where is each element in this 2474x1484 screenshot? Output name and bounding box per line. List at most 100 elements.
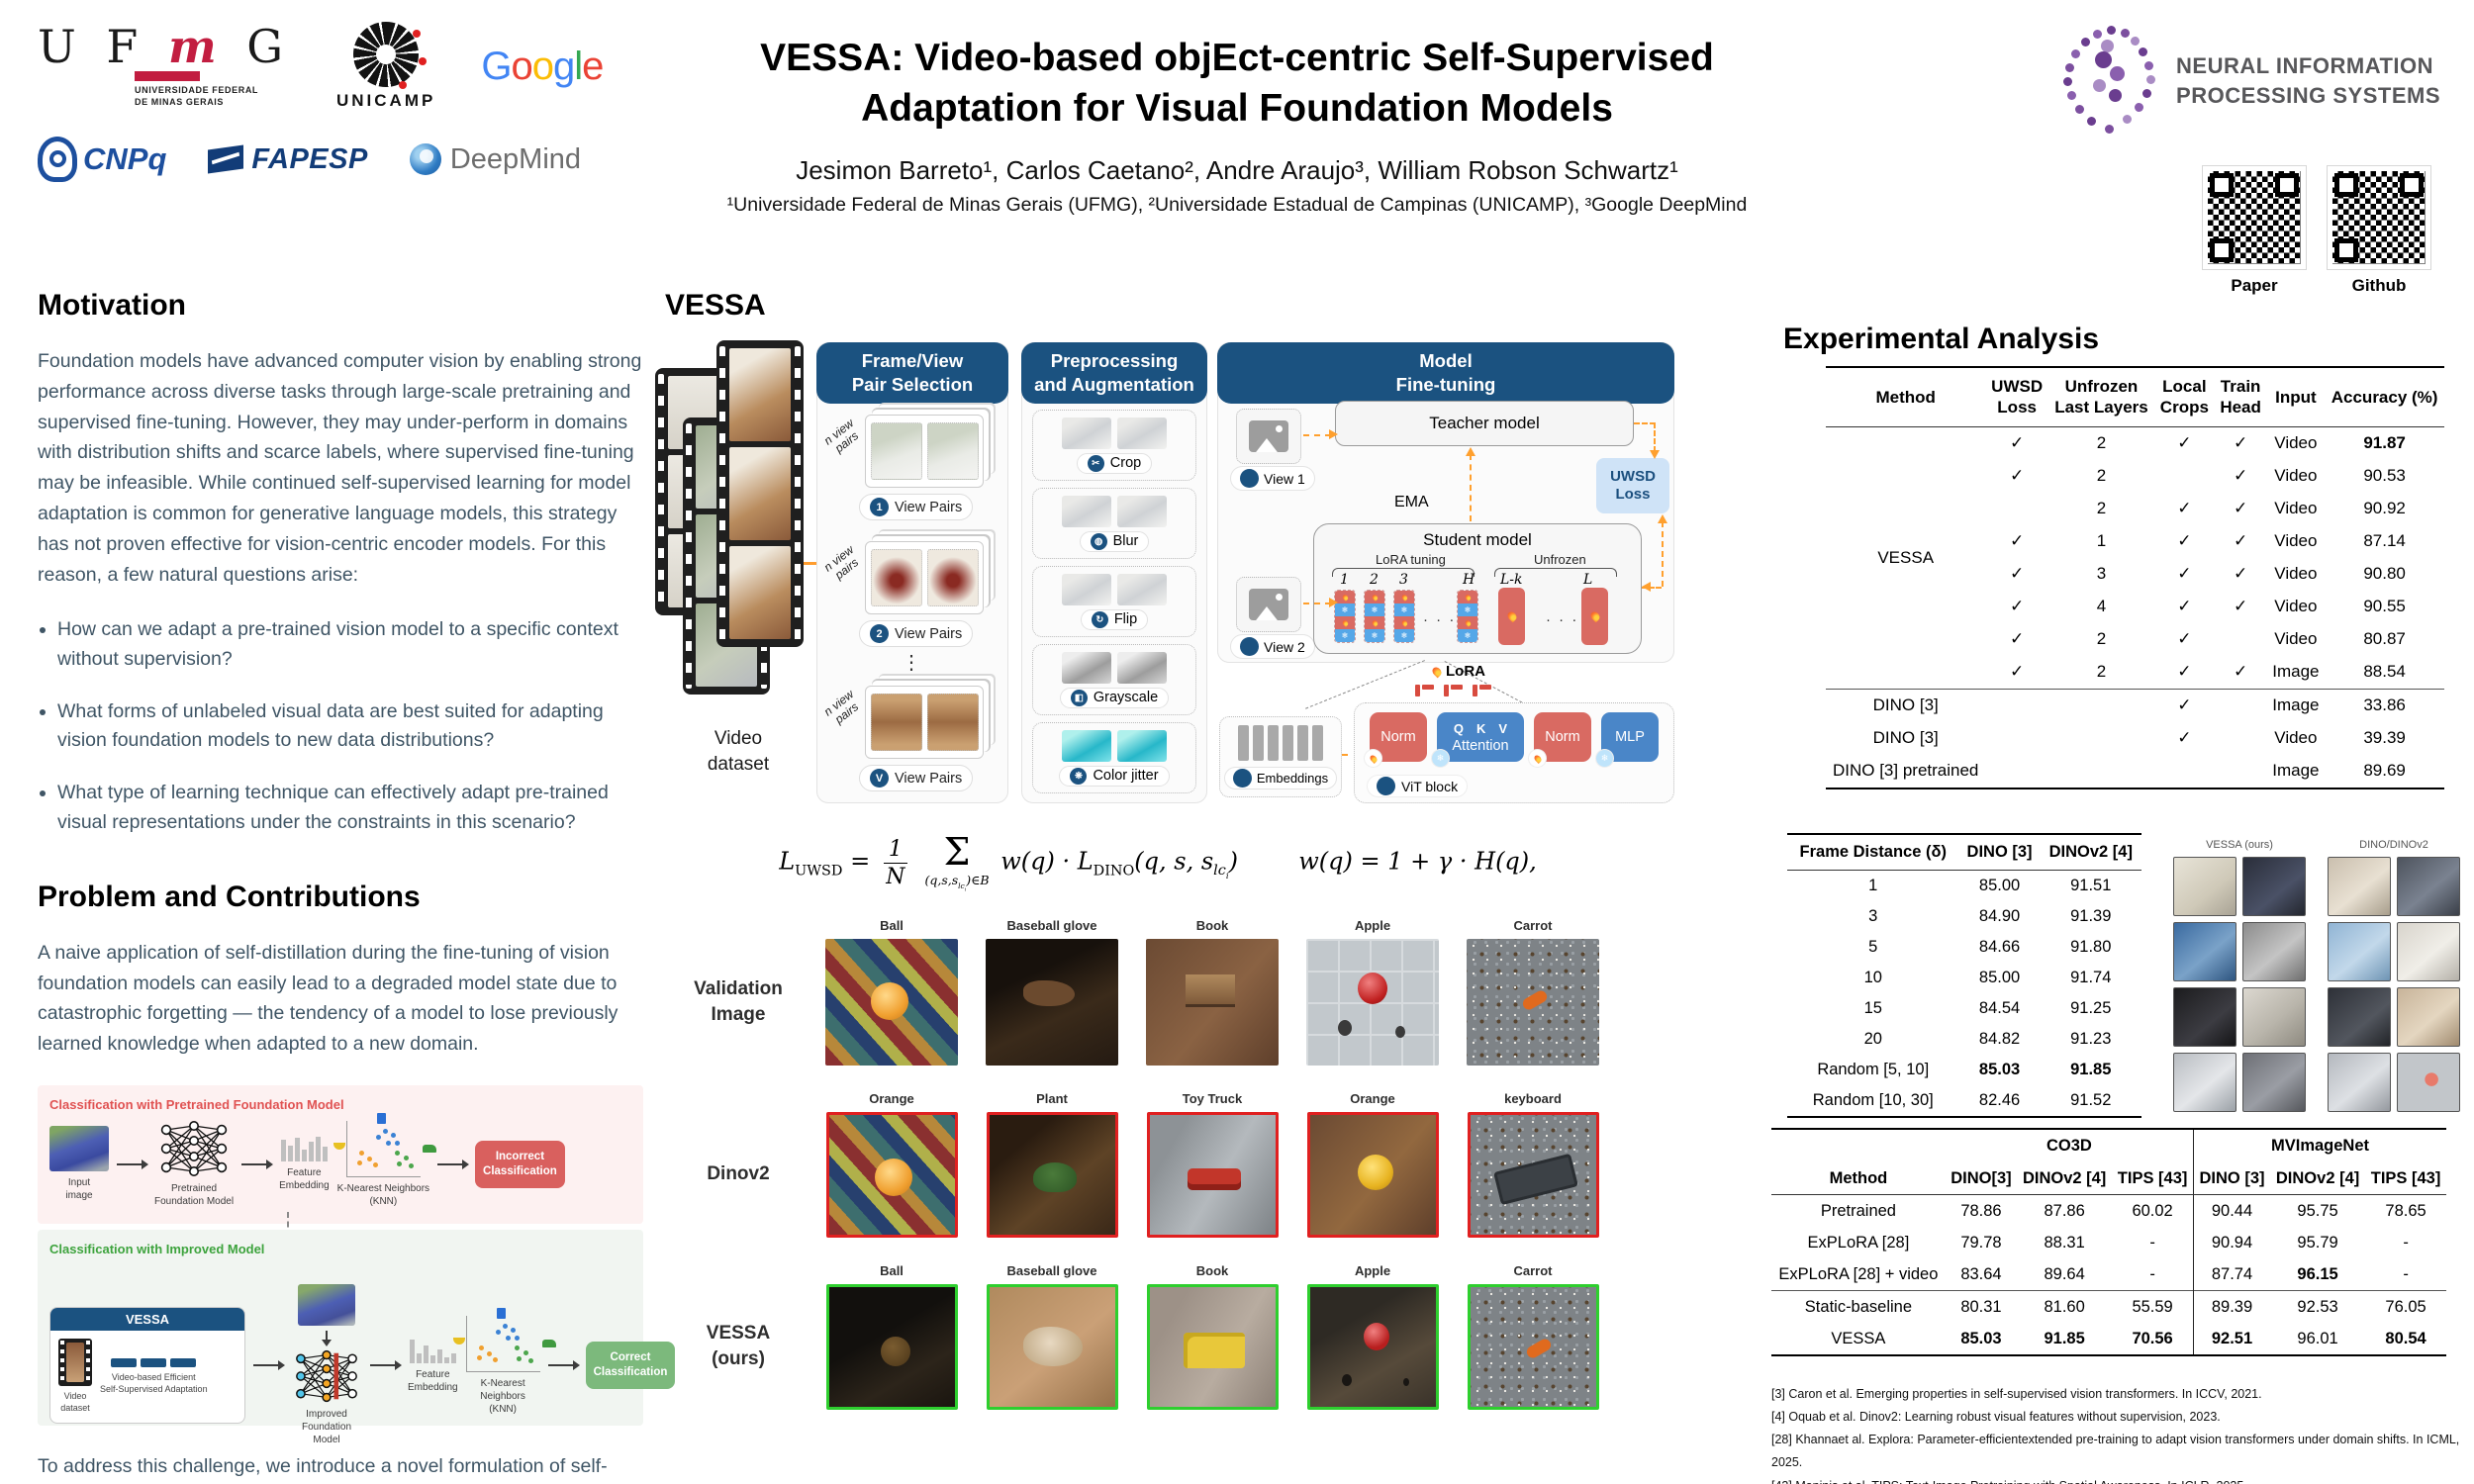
arrow-icon: [370, 1360, 402, 1371]
cell: 85.03: [1960, 1329, 2002, 1347]
prediction-label: Book: [1195, 918, 1229, 933]
column-header: Train Head: [2214, 367, 2267, 427]
qr-paper: Paper: [2202, 165, 2307, 296]
column-header: Local Crops: [2154, 367, 2215, 427]
column-header: Method: [1826, 367, 1986, 427]
cell: DINO [3] pretrained: [1832, 761, 1979, 780]
ema-label: EMA: [1394, 494, 1429, 510]
cell: DINO [3]: [1826, 688, 1986, 722]
embedding-bars-icon: [1238, 724, 1323, 761]
qualitative-row: Validation Image Ball Baseball glove Book Ap…: [653, 918, 1643, 1066]
vessa-strip: VESSA (ours): [2173, 839, 2306, 1112]
n-view-pairs-label: n view pairs: [820, 416, 862, 456]
column-header: Accuracy (%): [2325, 367, 2444, 427]
deepmind-icon: [409, 143, 441, 175]
cell: [1985, 755, 2048, 788]
pretrained-panel-title: Classification with Pretrained Foundatio…: [49, 1097, 344, 1113]
layer-index: 3: [1399, 572, 1408, 588]
dashed-arrow: [1303, 434, 1331, 436]
cell: 91.23: [2070, 1029, 2112, 1048]
neurips-dots-icon: [2063, 22, 2162, 140]
arrowhead-icon: [1642, 582, 1651, 592]
embeddings-label: Embeddings: [1223, 766, 1338, 789]
cell: [2215, 722, 2267, 755]
color-jitter-icon: ❋: [1070, 767, 1088, 785]
uwsd-loss-box: UWSD Loss: [1596, 458, 1669, 513]
qualitative-cell: Carrot: [1465, 918, 1601, 1066]
cell: ✓: [2233, 597, 2248, 615]
grayscale-icon: ◧: [1070, 689, 1088, 706]
mlp-block: MLP ❄: [1596, 712, 1659, 767]
qualitative-cell: keyboard: [1465, 1091, 1601, 1238]
arrowhead-icon: [1329, 429, 1338, 439]
norm-block: Norm: [1529, 712, 1591, 767]
pretrained-panel: Classification with Pretrained Foundatio…: [38, 1085, 643, 1225]
result-photo: [1146, 1284, 1279, 1410]
vessa-heading: VESSA: [665, 289, 766, 322]
aug-card-flip: ↻ Flip: [1032, 566, 1196, 638]
arrow-icon: [241, 1159, 274, 1169]
cell: 95.75: [2297, 1201, 2338, 1220]
cell: 88.31: [2044, 1233, 2085, 1252]
deepmind-logo: DeepMind: [409, 143, 581, 176]
bullet-1: How can we adapt a pre-trained vision mo…: [57, 615, 643, 674]
image-icon: [1249, 589, 1288, 620]
cell: 89.69: [2363, 761, 2406, 780]
correct-chip: Correct Classification: [585, 1342, 676, 1389]
arrow-icon: [547, 1360, 580, 1371]
adaptation-module: Video-based Efficient Self-Supervised Ad…: [100, 1357, 208, 1395]
aug-card-blur: ◍ Blur: [1032, 488, 1196, 560]
cell: 89.64: [2044, 1264, 2085, 1283]
unicamp-icon: [353, 22, 422, 87]
cell: 70.56: [2132, 1329, 2173, 1347]
result-photo: [986, 1284, 1118, 1410]
neurips-logo: NEURAL INFORMATION PROCESSING SYSTEMS: [2063, 22, 2440, 140]
poster-title: VESSA: Video-based objEct-centric Self-S…: [760, 37, 1714, 130]
cell: ✓: [2154, 688, 2215, 722]
closing-text: To address this challenge, we introduce …: [38, 1455, 608, 1478]
unicamp-logo: UNICAMP: [336, 22, 435, 111]
cell: ✓: [2177, 629, 2192, 648]
cell: 90.55: [2363, 597, 2406, 615]
prediction-label: Orange: [1350, 1091, 1395, 1106]
vessa-strip-images: [2173, 857, 2306, 1112]
cell: 84.66: [1978, 937, 2021, 956]
module-bars-icon: [111, 1357, 197, 1367]
qr-codes: Paper Github: [2202, 165, 2431, 296]
view-pair-group: n view pairs V View Pairs: [817, 682, 1007, 800]
finetuning-title: Model Fine-tuning: [1217, 342, 1674, 405]
group-header: MVImageNet: [2193, 1129, 2446, 1162]
feature-embedding: Feature Embedding: [279, 1136, 330, 1192]
fapesp-flag-icon: [208, 144, 244, 174]
cell: 96.15: [2297, 1264, 2338, 1283]
layer-index: 1: [1340, 572, 1349, 588]
dino-strip: DINO/DINOv2: [2328, 839, 2460, 1112]
video-dataset: Video dataset: [58, 1339, 92, 1414]
frame-pair-card: [865, 415, 984, 489]
pair-selection-panel: Frame/View Pair Selection n view pairs 1 V…: [816, 342, 1008, 803]
row-label: Validation Image: [694, 977, 783, 1025]
cell: 4: [2096, 597, 2107, 615]
lora-layer-block: ❄ ❄: [1393, 590, 1415, 643]
flame-icon: [1365, 750, 1381, 767]
dashed-arrow: [1470, 454, 1472, 521]
cell: Video: [2274, 629, 2318, 648]
cell: ✓: [2233, 466, 2248, 485]
qr-paper-code: [2202, 165, 2307, 270]
finetuning-panel: Model Fine-tuning View 1 View 2 Teacher …: [1217, 342, 1674, 663]
arrowhead-icon: [1466, 447, 1475, 456]
cell: 91.80: [2070, 937, 2112, 956]
frame-pair-card: [865, 686, 984, 760]
reference-item: [28] Khannaet al. Explora: Parameter-eff…: [1771, 1433, 2460, 1470]
cell: [2048, 755, 2154, 788]
norm-block: Norm: [1365, 712, 1427, 767]
unicamp-wordmark: UNICAMP: [336, 91, 436, 110]
aug-card-color-jitter: ❋ Color jitter: [1032, 722, 1196, 794]
qualitative-cell: Baseball glove: [984, 1263, 1120, 1410]
teacher-model-box: Teacher model: [1335, 401, 1634, 446]
cell: 87.14: [2363, 531, 2406, 550]
dashed-arrow: [1303, 603, 1331, 604]
cell: [2214, 688, 2267, 722]
